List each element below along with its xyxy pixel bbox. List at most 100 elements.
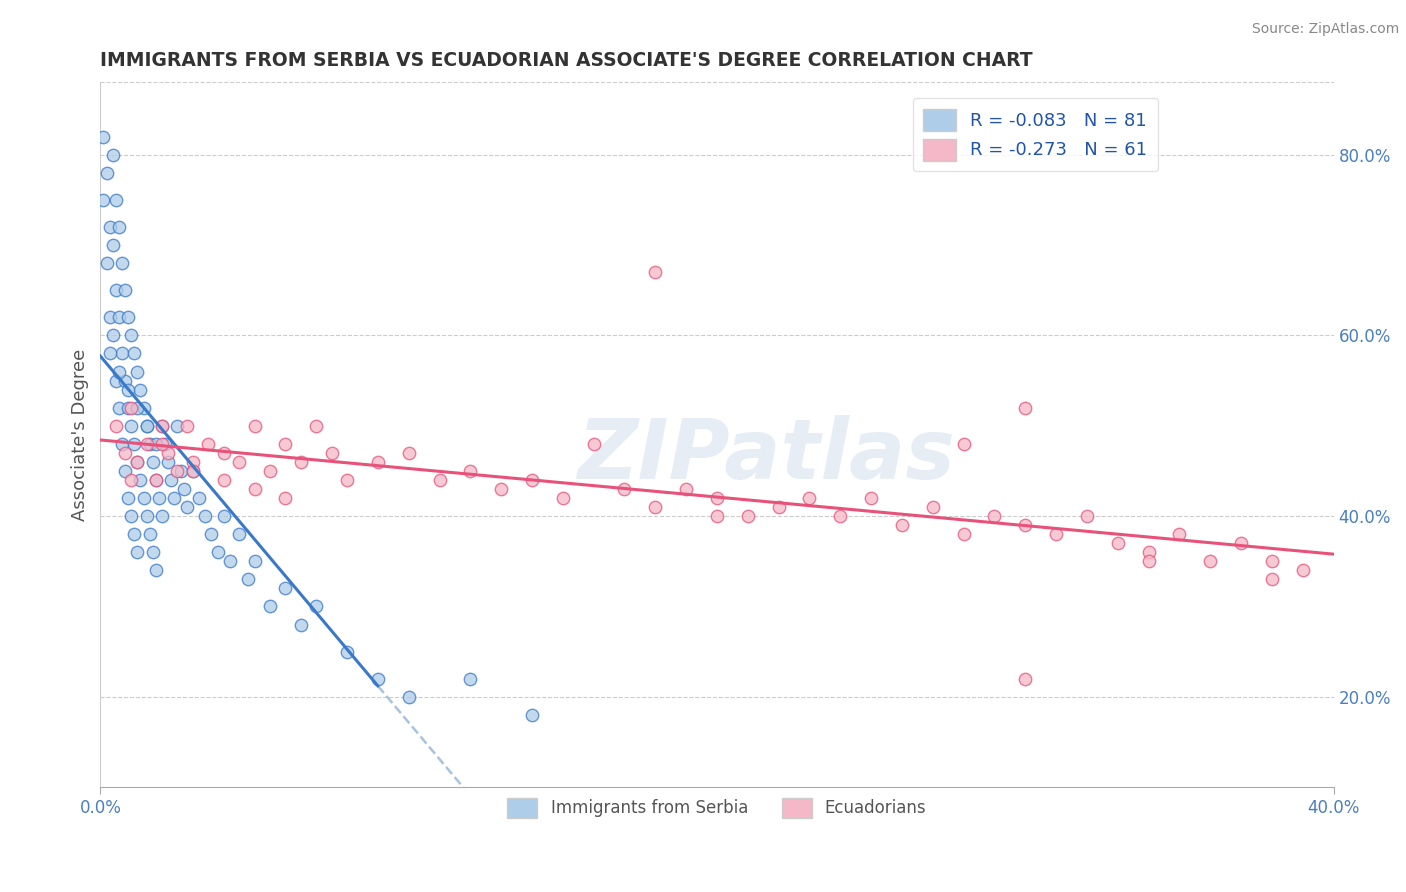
- Point: [104, 193, 127, 207]
- Point: [737, 509, 759, 524]
- Point: [150, 437, 173, 451]
- Point: [460, 464, 482, 478]
- Point: [120, 509, 142, 524]
- Point: [150, 418, 173, 433]
- Point: [101, 147, 124, 161]
- Point: [108, 219, 131, 234]
- Point: [768, 500, 790, 514]
- Point: [127, 545, 149, 559]
- Point: [243, 482, 266, 496]
- Point: [157, 455, 180, 469]
- Point: [117, 491, 139, 505]
- Point: [259, 599, 281, 614]
- Point: [952, 527, 974, 541]
- Point: [321, 446, 343, 460]
- Point: [145, 437, 167, 451]
- Point: [132, 401, 155, 415]
- Point: [613, 482, 636, 496]
- Point: [228, 455, 250, 469]
- Point: [111, 256, 134, 270]
- Point: [120, 418, 142, 433]
- Point: [129, 383, 152, 397]
- Point: [274, 491, 297, 505]
- Point: [173, 482, 195, 496]
- Point: [1137, 554, 1160, 568]
- Point: [166, 418, 188, 433]
- Point: [212, 509, 235, 524]
- Point: [207, 545, 229, 559]
- Point: [367, 455, 389, 469]
- Point: [1014, 401, 1036, 415]
- Point: [675, 482, 697, 496]
- Point: [212, 473, 235, 487]
- Point: [108, 310, 131, 325]
- Point: [96, 256, 118, 270]
- Point: [367, 672, 389, 686]
- Point: [117, 401, 139, 415]
- Point: [93, 129, 115, 144]
- Point: [163, 491, 186, 505]
- Point: [706, 509, 728, 524]
- Point: [104, 283, 127, 297]
- Text: ZIPatlas: ZIPatlas: [578, 416, 955, 497]
- Point: [1014, 672, 1036, 686]
- Point: [145, 473, 167, 487]
- Point: [122, 346, 145, 360]
- Point: [243, 554, 266, 568]
- Point: [305, 418, 328, 433]
- Point: [120, 473, 142, 487]
- Text: Source: ZipAtlas.com: Source: ZipAtlas.com: [1251, 22, 1399, 37]
- Point: [1261, 572, 1284, 586]
- Point: [218, 554, 240, 568]
- Point: [1292, 563, 1315, 577]
- Point: [166, 464, 188, 478]
- Point: [1168, 527, 1191, 541]
- Point: [197, 437, 219, 451]
- Point: [290, 617, 312, 632]
- Point: [108, 401, 131, 415]
- Point: [830, 509, 852, 524]
- Point: [153, 437, 176, 451]
- Point: [336, 645, 359, 659]
- Point: [200, 527, 222, 541]
- Point: [117, 310, 139, 325]
- Point: [111, 346, 134, 360]
- Point: [398, 690, 420, 704]
- Point: [142, 545, 165, 559]
- Point: [259, 464, 281, 478]
- Point: [111, 437, 134, 451]
- Point: [93, 193, 115, 207]
- Point: [212, 446, 235, 460]
- Point: [96, 166, 118, 180]
- Point: [398, 446, 420, 460]
- Point: [135, 418, 157, 433]
- Point: [120, 401, 142, 415]
- Point: [290, 455, 312, 469]
- Point: [135, 437, 157, 451]
- Point: [1199, 554, 1222, 568]
- Point: [101, 328, 124, 343]
- Point: [551, 491, 574, 505]
- Point: [142, 455, 165, 469]
- Point: [952, 437, 974, 451]
- Point: [148, 491, 170, 505]
- Point: [228, 527, 250, 541]
- Point: [132, 491, 155, 505]
- Point: [127, 401, 149, 415]
- Point: [157, 446, 180, 460]
- Point: [706, 491, 728, 505]
- Point: [98, 219, 121, 234]
- Point: [460, 672, 482, 686]
- Y-axis label: Associate's Degree: Associate's Degree: [72, 349, 89, 521]
- Point: [120, 328, 142, 343]
- Point: [150, 509, 173, 524]
- Point: [305, 599, 328, 614]
- Point: [138, 437, 160, 451]
- Point: [274, 437, 297, 451]
- Point: [274, 582, 297, 596]
- Point: [101, 238, 124, 252]
- Point: [98, 346, 121, 360]
- Point: [1045, 527, 1067, 541]
- Point: [181, 455, 204, 469]
- Point: [181, 464, 204, 478]
